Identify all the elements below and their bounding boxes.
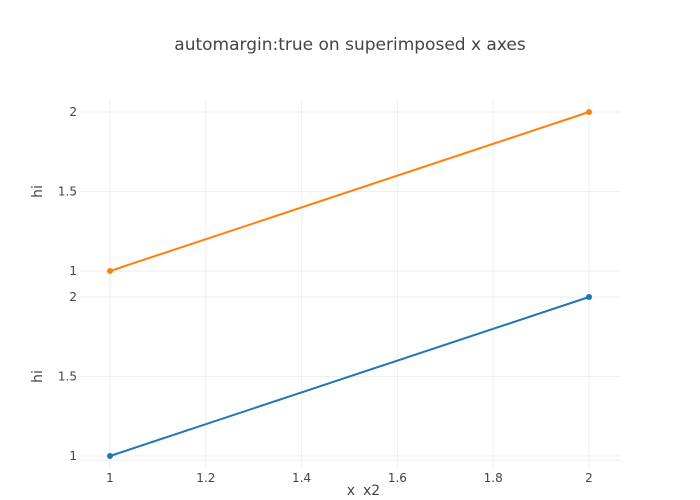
subplot-1-point-0 [107, 453, 113, 459]
subplot-1-y-tick-label-0: 1 [69, 449, 77, 463]
subplot-0-point-0 [107, 268, 113, 274]
grid-layer [80, 100, 620, 468]
subplot-0-y-tick-label-1: 1.5 [58, 185, 77, 199]
x-tick-label-0: 1 [106, 471, 114, 485]
x-axis-title: x [347, 483, 355, 499]
x2-axis-title: x2 [363, 483, 380, 499]
subplot-0-point-1 [586, 109, 592, 115]
chart-title: automargin:true on superimposed x axes [174, 35, 526, 55]
x-tick-label-4: 1.8 [484, 471, 503, 485]
subplot-1-y-tick-label-1: 1.5 [58, 370, 77, 384]
label-layer: 1 1.5 2 hi 1 1.5 2 hi 1 1.2 1.4 1.6 1.8 2 [30, 105, 593, 485]
subplot-1-y-axis-title: hi [30, 370, 46, 383]
x-tick-label-3: 1.6 [388, 471, 407, 485]
x-tick-label-5: 2 [585, 471, 593, 485]
subplot-1-series-line-0 [109, 296, 590, 457]
subplot-0-y-tick-label-0: 1 [69, 264, 77, 278]
subplot-1-point-1 [586, 294, 592, 300]
x-tick-label-2: 1.4 [292, 471, 311, 485]
subplot-0-y-axis-title: hi [30, 185, 46, 198]
series-layer [107, 109, 592, 459]
subplot-0-series-line-0 [109, 111, 590, 272]
subplot-1-y-tick-label-2: 2 [69, 290, 77, 304]
subplot-0-y-tick-label-2: 2 [69, 105, 77, 119]
x-tick-label-1: 1.2 [196, 471, 215, 485]
